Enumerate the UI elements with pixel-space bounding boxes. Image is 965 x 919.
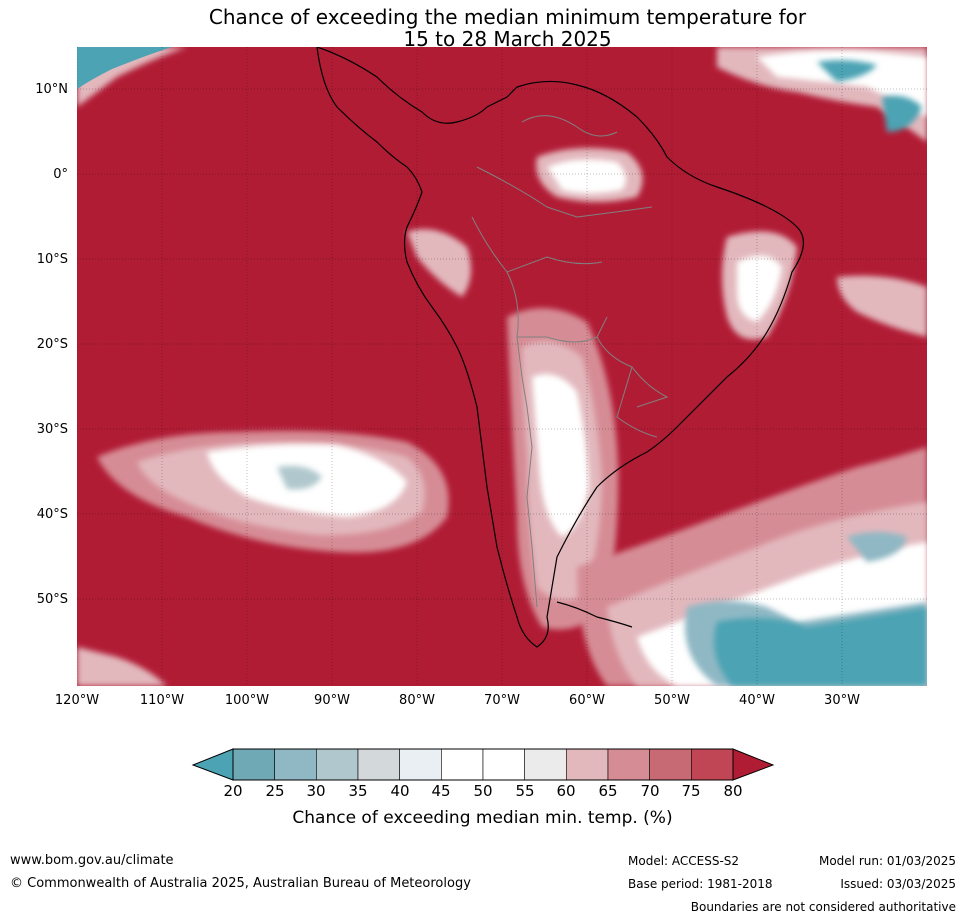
colorbar-swatch [566, 748, 609, 781]
lat-label-20s: 20°S [36, 337, 68, 352]
colorbar-tick: 70 [640, 782, 660, 800]
colorbar-swatch [316, 748, 359, 781]
colorbar-tick: 65 [598, 782, 618, 800]
colorbar-tick: 75 [681, 782, 701, 800]
country-borders [471, 115, 669, 608]
footer-base-period: Base period: 1981-2018 [628, 877, 773, 891]
colorbar-tick: 60 [556, 782, 576, 800]
patch-neutral-east-brazil [737, 255, 782, 322]
colorbar-tick: 30 [306, 782, 326, 800]
probability-map [77, 47, 927, 686]
colorbar-tick: 55 [515, 782, 535, 800]
footer-model: Model: ACCESS-S2 [628, 854, 740, 868]
colorbar-swatch [691, 748, 734, 781]
lon-label-80w: 80°W [399, 693, 435, 708]
lon-label-100w: 100°W [224, 693, 270, 708]
lon-label-70w: 70°W [484, 693, 520, 708]
lat-label-10s: 10°S [36, 252, 68, 267]
colorbar-tick: 80 [723, 782, 743, 800]
colorbar-tick: 35 [348, 782, 368, 800]
footer-issued: Issued: 03/03/2025 [840, 877, 956, 891]
patch-teal-south-atlantic [714, 607, 927, 686]
colorbar-swatch [274, 748, 317, 781]
lon-label-40w: 40°W [739, 693, 775, 708]
map-panel [77, 47, 927, 686]
colorbar-swatch [607, 748, 650, 781]
coastline [316, 47, 804, 648]
map-title-line-1: Chance of exceeding the median minimum t… [208, 5, 807, 29]
colorbar-tick: 45 [431, 782, 451, 800]
colorbar-swatch [524, 748, 567, 781]
colorbar-tick: 50 [473, 782, 493, 800]
footer-copyright: © Commonwealth of Australia 2025, Austra… [10, 876, 471, 891]
colorbar-swatch [357, 748, 400, 781]
lon-label-90w: 90°W [314, 693, 350, 708]
lon-label-120w: 120°W [54, 693, 100, 708]
probability-patches [77, 47, 927, 686]
patch-teal-northeast [817, 60, 877, 82]
map-title-line-2: 15 to 28 March 2025 [403, 27, 612, 51]
colorbar-swatch [649, 748, 692, 781]
graticule [77, 47, 927, 686]
colorbar [191, 748, 775, 781]
patch-neutral-north-sa [547, 159, 626, 194]
lat-label-10n: 10°N [35, 82, 68, 97]
colorbar-swatch [441, 748, 484, 781]
patch-teal-northwest [77, 47, 172, 89]
footer-model-run: Model run: 01/03/2025 [818, 854, 956, 868]
colorbar-extend-high [732, 748, 775, 781]
lat-label-0: 0° [53, 167, 68, 182]
lon-label-50w: 50°W [654, 693, 690, 708]
colorbar-swatch [482, 748, 525, 781]
patch-neutral-argentina [532, 374, 589, 537]
colorbar-tick: 20 [223, 782, 243, 800]
lat-label-40s: 40°S [36, 507, 68, 522]
lon-label-30w: 30°W [824, 693, 860, 708]
lon-label-110w: 110°W [139, 693, 185, 708]
footer-boundaries-note: Boundaries are not considered authoritat… [690, 900, 956, 914]
colorbar-tick: 25 [265, 782, 285, 800]
lat-label-30s: 30°S [36, 422, 68, 437]
colorbar-extend-low [191, 748, 234, 781]
colorbar-tick: 40 [390, 782, 410, 800]
colorbar-label: Chance of exceeding median min. temp. (%… [292, 808, 673, 828]
lon-label-60w: 60°W [569, 693, 605, 708]
lat-label-50s: 50°S [36, 592, 68, 607]
colorbar-swatch [232, 748, 275, 781]
footer-url: www.bom.gov.au/climate [10, 853, 174, 868]
colorbar-swatch [399, 748, 442, 781]
